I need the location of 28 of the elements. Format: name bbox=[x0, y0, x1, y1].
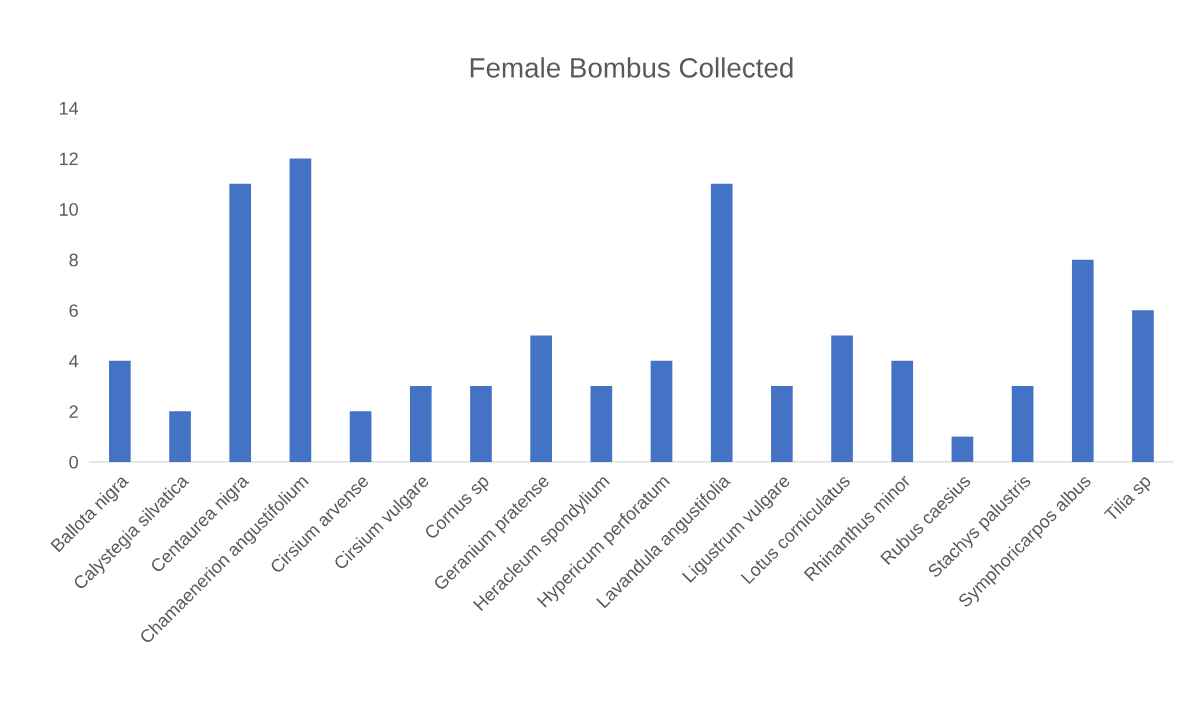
chart-title: Female Bombus Collected bbox=[470, 57, 793, 78]
bar bbox=[590, 386, 613, 462]
bar bbox=[530, 335, 552, 462]
y-tick-label: 2 bbox=[69, 405, 78, 418]
y-tick-label: 10 bbox=[59, 203, 78, 216]
bar bbox=[349, 411, 372, 462]
bar bbox=[289, 158, 312, 462]
bar bbox=[891, 360, 914, 462]
bar bbox=[1011, 386, 1034, 462]
y-tick-label: 4 bbox=[69, 354, 79, 368]
bar bbox=[109, 360, 131, 462]
bar bbox=[409, 386, 432, 462]
x-tick-label: Tilia sp bbox=[1103, 473, 1155, 525]
bar bbox=[169, 411, 191, 462]
y-tick-label: 14 bbox=[59, 102, 79, 115]
bar bbox=[1071, 259, 1094, 462]
bar bbox=[771, 386, 793, 462]
y-tick-label: 6 bbox=[69, 304, 78, 317]
bar bbox=[229, 183, 252, 462]
bar bbox=[951, 436, 974, 462]
bar bbox=[470, 386, 492, 462]
bar bbox=[710, 183, 733, 462]
y-tick-label: 12 bbox=[59, 152, 78, 166]
y-tick-label: 8 bbox=[69, 253, 78, 267]
bar bbox=[1132, 310, 1154, 462]
y-tick-label: 0 bbox=[69, 455, 78, 469]
bar bbox=[650, 360, 673, 462]
bar bbox=[831, 335, 853, 462]
